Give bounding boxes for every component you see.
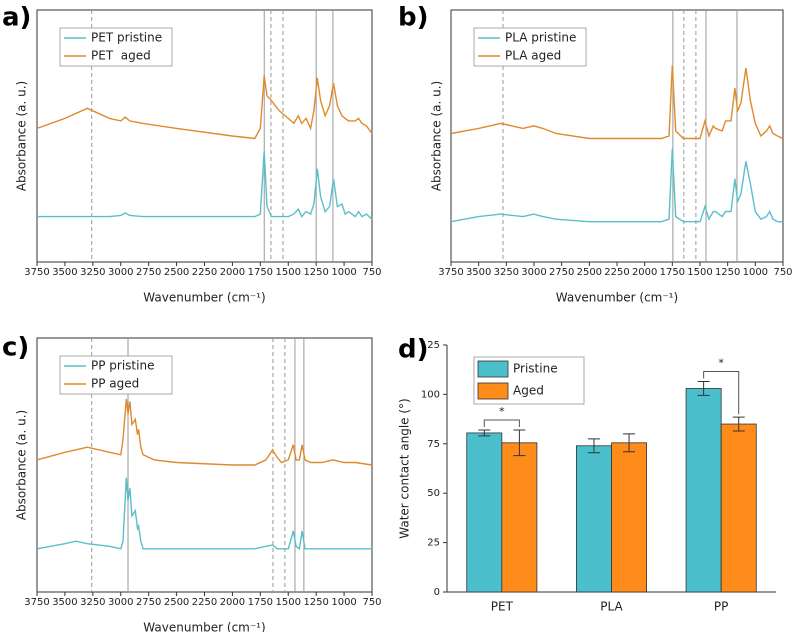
x-tick-label: PET — [491, 600, 514, 614]
x-tick-label: 3250 — [80, 597, 105, 608]
legend-box — [473, 27, 587, 67]
spectrum-line — [450, 65, 784, 140]
x-tick-label: 2500 — [164, 267, 189, 278]
x-tick-label: 750 — [362, 267, 381, 278]
error-bar — [587, 438, 600, 454]
x-tick-label: 1500 — [276, 597, 301, 608]
legend-box — [59, 27, 173, 67]
spectrum-line — [36, 477, 372, 551]
bar — [685, 388, 722, 593]
legend-label: Aged — [513, 384, 544, 398]
spectrum-line — [36, 398, 373, 466]
x-tick-label: 2500 — [164, 597, 189, 608]
x-tick-label: 2750 — [136, 597, 161, 608]
legend-label: PLA aged — [505, 49, 561, 63]
x-tick-label: 3250 — [494, 267, 519, 278]
x-tick-label: 3250 — [80, 267, 105, 278]
legend-swatch — [477, 382, 509, 400]
x-tick-label: 3500 — [52, 267, 77, 278]
x-tick-label: 2250 — [192, 597, 217, 608]
x-tick-label: 3750 — [24, 267, 49, 278]
error-bar — [623, 433, 636, 453]
legend-label: Pristine — [513, 362, 558, 376]
bar — [720, 423, 757, 593]
y-tick-label: 75 — [427, 439, 440, 450]
legend-label: PET pristine — [91, 31, 162, 45]
y-tick-label: 100 — [421, 389, 440, 400]
significance-label: * — [718, 357, 724, 370]
x-tick-label: 1250 — [303, 267, 328, 278]
x-tick-label: 2000 — [632, 267, 657, 278]
y-tick-label: 25 — [427, 538, 440, 549]
x-tick-label: 2750 — [136, 267, 161, 278]
y-tick-label: 50 — [427, 488, 440, 499]
panel-label: a) — [2, 3, 31, 33]
x-axis-title: Wavenumber (cm⁻¹) — [143, 291, 265, 305]
x-axis-title: Wavenumber (cm⁻¹) — [143, 621, 265, 632]
x-tick-label: 1750 — [248, 597, 273, 608]
x-tick-label: 3000 — [108, 597, 133, 608]
legend-swatch — [477, 360, 509, 378]
x-tick-label: PLA — [600, 600, 623, 614]
x-tick-label: 1750 — [660, 267, 685, 278]
x-tick-label: 750 — [773, 267, 792, 278]
x-tick-label: 1250 — [303, 597, 328, 608]
bar — [501, 442, 538, 593]
x-tick-label: 3500 — [466, 267, 491, 278]
bar — [466, 432, 503, 593]
y-axis-title: Absorbance (a. u.) — [430, 81, 444, 192]
x-tick-label: 2250 — [604, 267, 629, 278]
x-tick-label: 750 — [362, 597, 381, 608]
legend-label: PET aged — [91, 49, 151, 63]
x-tick-label: PP — [714, 600, 728, 614]
y-axis-title: Water contact angle (°) — [398, 398, 412, 538]
significance-bracket — [483, 419, 520, 427]
error-bar — [513, 429, 526, 457]
error-bar — [478, 429, 491, 437]
bar — [611, 442, 647, 593]
x-tick-label: 1250 — [715, 267, 740, 278]
x-tick-label: 2250 — [192, 267, 217, 278]
panel-label: d) — [398, 335, 429, 365]
panel-label: b) — [398, 3, 429, 33]
x-tick-label: 2500 — [577, 267, 602, 278]
x-axis-title: Wavenumber (cm⁻¹) — [556, 291, 678, 305]
x-tick-label: 1000 — [743, 267, 768, 278]
x-tick-label: 3500 — [52, 597, 77, 608]
significance-bracket — [703, 371, 740, 415]
x-tick-label: 3750 — [24, 597, 49, 608]
x-tick-label: 1000 — [331, 597, 356, 608]
error-bar — [697, 381, 710, 396]
legend-label: PP aged — [91, 377, 139, 391]
spectrum-line — [450, 148, 783, 223]
significance-label: * — [499, 405, 505, 418]
spectrum-line — [37, 151, 373, 220]
x-tick-label: 3000 — [108, 267, 133, 278]
panel-label: c) — [2, 333, 29, 363]
y-axis-title: Absorbance (a. u.) — [15, 410, 29, 521]
x-tick-label: 1500 — [276, 267, 301, 278]
y-tick-label: 0 — [434, 587, 440, 598]
spectrum-line — [36, 75, 373, 140]
x-tick-label: 1750 — [248, 267, 273, 278]
x-tick-label: 2000 — [220, 597, 245, 608]
y-axis-title: Absorbance (a. u.) — [15, 81, 29, 192]
x-tick-label: 1000 — [331, 267, 356, 278]
x-tick-label: 3000 — [521, 267, 546, 278]
legend-label: PP pristine — [91, 359, 154, 373]
x-tick-label: 2000 — [220, 267, 245, 278]
legend-box — [59, 355, 173, 395]
x-tick-label: 1500 — [687, 267, 712, 278]
y-tick-label: 125 — [421, 340, 440, 351]
error-bar — [732, 416, 745, 432]
legend-label: PLA pristine — [505, 31, 576, 45]
x-tick-label: 2750 — [549, 267, 574, 278]
x-tick-label: 3750 — [438, 267, 463, 278]
bar — [576, 445, 612, 593]
